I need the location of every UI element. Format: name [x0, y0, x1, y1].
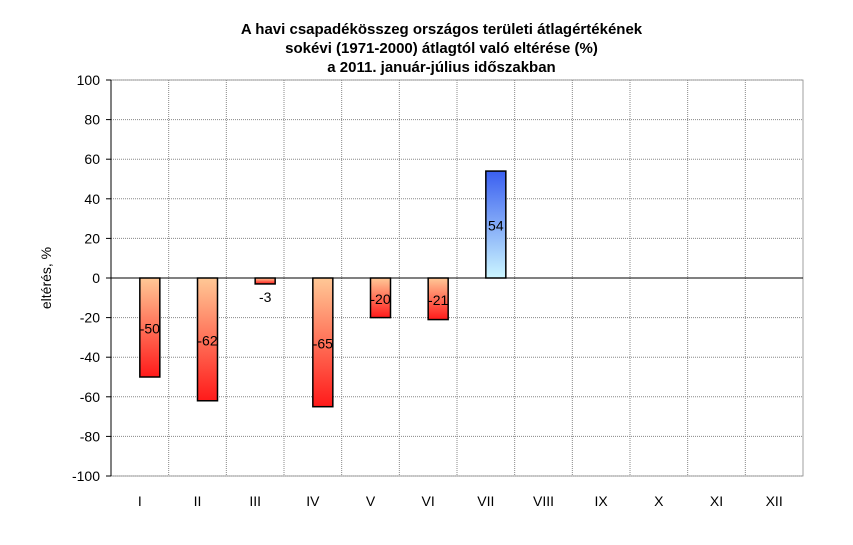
chart-title-line: sokévi (1971-2000) átlagtól való eltérés…: [285, 40, 598, 57]
x-tick-label: IX: [595, 493, 609, 509]
x-tick-label: X: [654, 493, 664, 509]
y-tick-label: 80: [84, 112, 100, 128]
x-tick-label: IV: [306, 493, 320, 509]
chart-title-line: A havi csapadékösszeg országos területi …: [240, 21, 643, 38]
y-tick-label: 40: [84, 191, 100, 207]
x-tick-label: VIII: [533, 493, 554, 509]
y-tick-label: -20: [80, 310, 100, 326]
y-tick-label: 100: [77, 72, 101, 88]
x-tick-label: III: [249, 493, 261, 509]
y-tick-label: -40: [80, 349, 100, 365]
y-tick-label: -60: [80, 389, 100, 405]
chart-title-line: a 2011. január-július időszakban: [327, 59, 556, 76]
chart-title: A havi csapadékösszeg országos területi …: [0, 20, 853, 77]
y-axis-label: eltérés, %: [38, 247, 54, 309]
data-label: -62: [197, 332, 217, 348]
x-tick-label: I: [138, 493, 142, 509]
x-tick-label: II: [194, 493, 202, 509]
y-tick-label: -100: [72, 468, 100, 484]
data-label: -65: [313, 335, 333, 351]
y-tick-label: 60: [84, 151, 100, 167]
x-tick-label: XI: [710, 493, 723, 509]
y-tick-label: 20: [84, 230, 100, 246]
y-tick-label: -80: [80, 428, 100, 444]
x-tick-label: VII: [477, 493, 494, 509]
x-tick-label: XII: [766, 493, 783, 509]
x-tick-label: V: [366, 493, 376, 509]
x-tick-label: VI: [422, 493, 435, 509]
data-label: -3: [259, 289, 272, 305]
data-label: -21: [428, 292, 448, 308]
data-label: 54: [488, 218, 504, 234]
bar: [254, 277, 276, 285]
data-label: -20: [370, 291, 390, 307]
data-label: -50: [140, 321, 160, 337]
y-tick-label: 0: [92, 270, 100, 286]
